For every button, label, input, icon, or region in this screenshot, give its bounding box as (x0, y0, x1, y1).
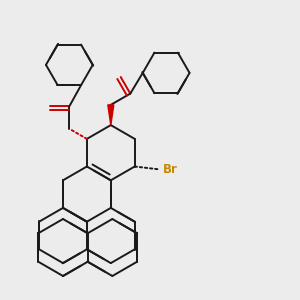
Polygon shape (108, 105, 114, 125)
Text: Br: Br (163, 163, 178, 176)
